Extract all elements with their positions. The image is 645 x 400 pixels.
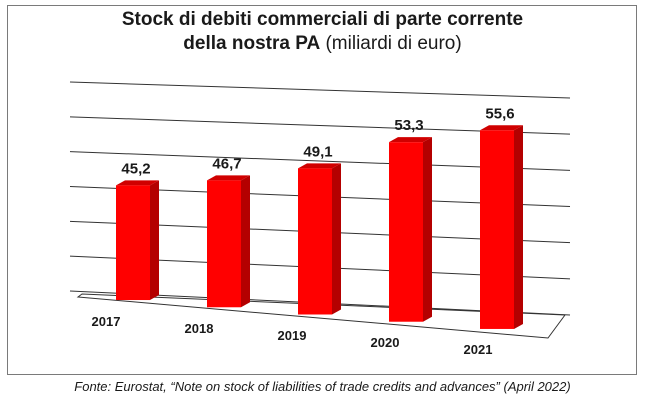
x-tick-label: 2021 (464, 342, 493, 357)
x-tick-label: 2019 (278, 328, 307, 343)
bar-top (116, 180, 159, 186)
gridline (69, 81, 571, 99)
data-label: 46,7 (212, 155, 241, 172)
bar-top (298, 163, 341, 169)
bar-side (150, 180, 159, 301)
bar (389, 137, 432, 322)
bar-top (480, 125, 523, 131)
data-label: 49,1 (303, 143, 332, 160)
bar-top (207, 175, 250, 181)
x-axis-labels: 2017 2018 2019 2020 2021 (92, 314, 493, 357)
bar-side (423, 137, 432, 322)
bar (480, 125, 523, 329)
bar (207, 175, 250, 308)
bar-side (332, 163, 341, 315)
value-labels: 45,2 46,7 49,1 53,3 55,6 (121, 105, 514, 177)
chart-title-line2: della nostra PA (miliardi di euro) (0, 32, 645, 56)
data-label: 45,2 (121, 160, 150, 177)
bar (116, 180, 159, 301)
bar-front (298, 168, 332, 315)
chart-title: Stock di debiti commerciali di parte cor… (0, 8, 645, 56)
bar-front (116, 185, 150, 301)
bar-front (480, 130, 514, 329)
x-tick-label: 2020 (371, 335, 400, 350)
chart-title-line1: Stock di debiti commerciali di parte cor… (121, 9, 524, 30)
x-tick-label: 2017 (92, 314, 121, 329)
bar-series (116, 125, 523, 329)
data-label: 55,6 (485, 105, 514, 122)
source-note: Fonte: Eurostat, “Note on stock of liabi… (74, 379, 571, 394)
chart-title-line2-unit: (miliardi di euro) (320, 33, 462, 54)
bar-top (389, 137, 432, 143)
bar-side (241, 175, 250, 308)
data-label: 53,3 (394, 117, 423, 134)
x-tick-label: 2018 (185, 321, 214, 336)
bar (298, 163, 341, 315)
bar-front (389, 142, 423, 322)
bar-front (207, 180, 241, 308)
bar-side (514, 125, 523, 329)
chart-title-line2-bold: della nostra PA (183, 33, 321, 54)
bar-chart: 45,2 46,7 49,1 53,3 55,6 2017 2018 2019 2020 202… (69, 81, 571, 357)
